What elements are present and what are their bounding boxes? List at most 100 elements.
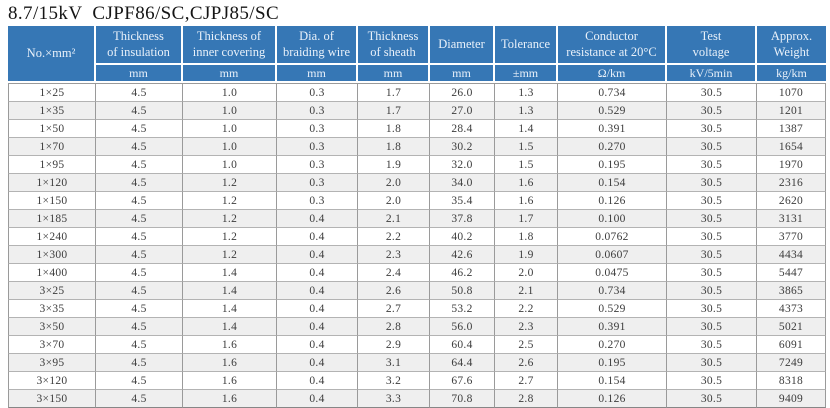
data-cell: 4.5 bbox=[96, 138, 183, 156]
data-cell: 2.6 bbox=[495, 354, 558, 372]
data-cell: 1×50 bbox=[8, 120, 96, 138]
data-cell: 32.0 bbox=[430, 156, 495, 174]
table-row: 1×300 4.5 1.2 0.4 2.3 42.6 1.9 0.0607 30.5 4434 bbox=[8, 246, 826, 264]
header-cell-4: Thickness of sheath bbox=[358, 26, 430, 65]
data-cell: 4.5 bbox=[96, 354, 183, 372]
data-cell: 2.9 bbox=[358, 336, 430, 354]
data-cell: 4.5 bbox=[96, 120, 183, 138]
data-cell: 2.5 bbox=[495, 336, 558, 354]
data-cell: 0.4 bbox=[277, 246, 358, 264]
table-row: 1×240 4.5 1.2 0.4 2.2 40.2 1.8 0.0762 30.5 3770 bbox=[8, 228, 826, 246]
data-cell: 0.4 bbox=[277, 336, 358, 354]
data-cell: 0.270 bbox=[558, 336, 667, 354]
data-cell: 4.5 bbox=[96, 336, 183, 354]
data-cell: 67.6 bbox=[430, 372, 495, 390]
data-cell: 5021 bbox=[757, 318, 826, 336]
data-cell: 70.8 bbox=[430, 390, 495, 408]
data-cell: 4434 bbox=[757, 246, 826, 264]
data-cell: 2.2 bbox=[495, 300, 558, 318]
data-cell: 3×35 bbox=[8, 300, 96, 318]
unit-cell-9: kg/km bbox=[757, 65, 826, 83]
data-cell: 1.0 bbox=[183, 156, 277, 174]
header-cell-9: Approx. Weight bbox=[757, 26, 826, 65]
header-row-labels: No.×mm² Thickness of insulation Thickness … bbox=[8, 26, 826, 83]
data-cell: 30.5 bbox=[667, 300, 757, 318]
data-cell: 30.5 bbox=[667, 156, 757, 174]
data-cell: 30.5 bbox=[667, 390, 757, 408]
data-cell: 4.5 bbox=[96, 372, 183, 390]
table-row: 1×95 4.5 1.0 0.3 1.9 32.0 1.5 0.195 30.5 1970 bbox=[8, 156, 826, 174]
data-cell: 4.5 bbox=[96, 300, 183, 318]
data-cell: 0.154 bbox=[558, 372, 667, 390]
data-cell: 30.5 bbox=[667, 83, 757, 102]
data-cell: 26.0 bbox=[430, 83, 495, 102]
table-row: 3×150 4.5 1.6 0.4 3.3 70.8 2.8 0.126 30.5 9409 bbox=[8, 390, 826, 408]
table-row: 1×35 4.5 1.0 0.3 1.7 27.0 1.3 0.529 30.5 1201 bbox=[8, 102, 826, 120]
data-cell: 1.0 bbox=[183, 138, 277, 156]
data-cell: 1.6 bbox=[495, 174, 558, 192]
unit-cell-5: mm bbox=[430, 65, 495, 83]
unit-cell-7: Ω/km bbox=[558, 65, 667, 83]
table-row: 1×185 4.5 1.2 0.4 2.1 37.8 1.7 0.100 30.5 3131 bbox=[8, 210, 826, 228]
table-row: 3×35 4.5 1.4 0.4 2.7 53.2 2.2 0.529 30.5 4373 bbox=[8, 300, 826, 318]
table-row: 3×120 4.5 1.6 0.4 3.2 67.6 2.7 0.154 30.5 8318 bbox=[8, 372, 826, 390]
data-cell: 4.5 bbox=[96, 192, 183, 210]
data-cell: 4.5 bbox=[96, 83, 183, 102]
data-cell: 2.0 bbox=[358, 192, 430, 210]
data-cell: 30.5 bbox=[667, 246, 757, 264]
data-cell: 2.6 bbox=[358, 282, 430, 300]
data-cell: 0.4 bbox=[277, 282, 358, 300]
data-cell: 3.3 bbox=[358, 390, 430, 408]
data-cell: 0.391 bbox=[558, 318, 667, 336]
data-cell: 1.4 bbox=[183, 300, 277, 318]
data-cell: 35.4 bbox=[430, 192, 495, 210]
data-cell: 0.154 bbox=[558, 174, 667, 192]
unit-cell-6: ±mm bbox=[495, 65, 558, 83]
data-cell: 0.195 bbox=[558, 156, 667, 174]
data-cell: 0.734 bbox=[558, 282, 667, 300]
data-cell: 1.7 bbox=[358, 83, 430, 102]
data-cell: 1.0 bbox=[183, 83, 277, 102]
data-cell: 4373 bbox=[757, 300, 826, 318]
data-cell: 1.7 bbox=[358, 102, 430, 120]
data-cell: 2.3 bbox=[358, 246, 430, 264]
data-cell: 6091 bbox=[757, 336, 826, 354]
data-cell: 2.7 bbox=[358, 300, 430, 318]
table-row: 1×120 4.5 1.2 0.3 2.0 34.0 1.6 0.154 30.5 2316 bbox=[8, 174, 826, 192]
data-cell: 1.0 bbox=[183, 102, 277, 120]
data-cell: 1654 bbox=[757, 138, 826, 156]
data-cell: 4.5 bbox=[96, 318, 183, 336]
data-cell: 1.6 bbox=[183, 372, 277, 390]
table-row: 3×25 4.5 1.4 0.4 2.6 50.8 2.1 0.734 30.5 3865 bbox=[8, 282, 826, 300]
data-cell: 1.5 bbox=[495, 156, 558, 174]
data-cell: 0.126 bbox=[558, 192, 667, 210]
header-cell-0: No.×mm² bbox=[8, 26, 96, 83]
unit-cell-4: mm bbox=[358, 65, 430, 83]
data-cell: 0.391 bbox=[558, 120, 667, 138]
data-cell: 4.5 bbox=[96, 264, 183, 282]
data-cell: 1.6 bbox=[183, 336, 277, 354]
data-cell: 1×240 bbox=[8, 228, 96, 246]
data-cell: 7249 bbox=[757, 354, 826, 372]
data-cell: 30.5 bbox=[667, 264, 757, 282]
header-cell-3: Dia. of braiding wire bbox=[277, 26, 358, 65]
data-cell: 30.5 bbox=[667, 372, 757, 390]
data-cell: 30.5 bbox=[667, 336, 757, 354]
data-cell: 50.8 bbox=[430, 282, 495, 300]
data-cell: 8318 bbox=[757, 372, 826, 390]
header-cell-5: Diameter bbox=[430, 26, 495, 65]
data-cell: 0.4 bbox=[277, 300, 358, 318]
data-cell: 0.0475 bbox=[558, 264, 667, 282]
data-cell: 0.529 bbox=[558, 300, 667, 318]
data-cell: 0.3 bbox=[277, 156, 358, 174]
data-cell: 2.0 bbox=[495, 264, 558, 282]
data-cell: 0.0762 bbox=[558, 228, 667, 246]
data-cell: 1.2 bbox=[183, 228, 277, 246]
data-cell: 1×35 bbox=[8, 102, 96, 120]
cable-spec-table: No.×mm² Thickness of insulation Thickness … bbox=[8, 26, 826, 408]
data-cell: 28.4 bbox=[430, 120, 495, 138]
data-cell: 64.4 bbox=[430, 354, 495, 372]
data-cell: 34.0 bbox=[430, 174, 495, 192]
data-cell: 0.4 bbox=[277, 264, 358, 282]
data-cell: 1.2 bbox=[183, 210, 277, 228]
